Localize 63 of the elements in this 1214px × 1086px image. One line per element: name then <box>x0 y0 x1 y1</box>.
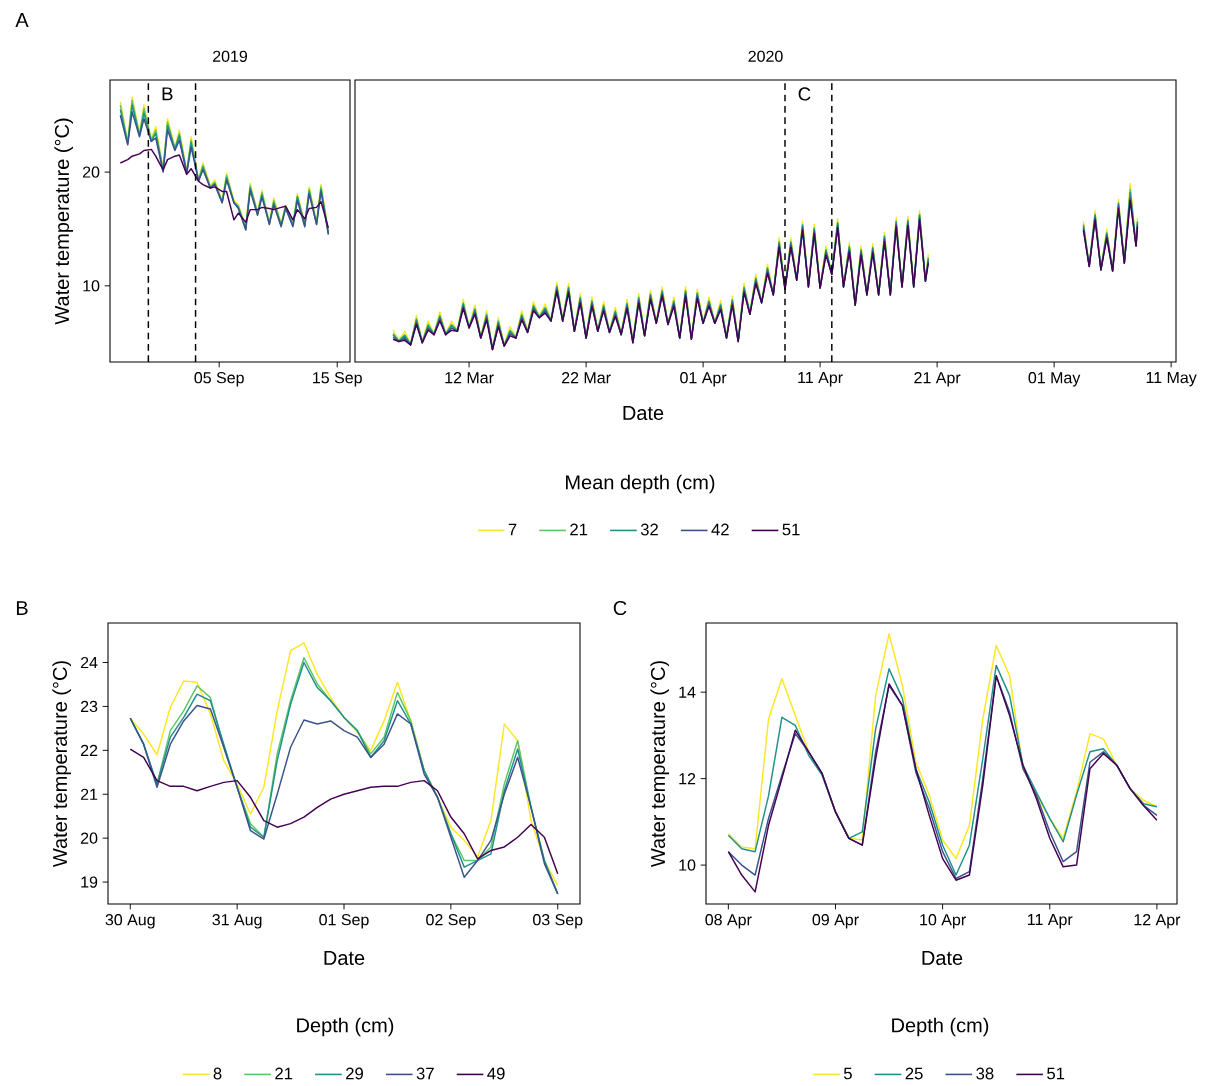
legend-label: 21 <box>275 1067 293 1080</box>
x-tick-label: 30 Aug <box>105 914 155 929</box>
text: C <box>613 600 627 616</box>
x-tick-label: 02 Sep <box>426 914 476 929</box>
x-tick-label: 01 Apr <box>680 372 727 387</box>
line-series <box>129 748 559 875</box>
x-tick-label: 09 Apr <box>812 914 859 929</box>
legend-label: 7 <box>508 523 517 536</box>
y-tick-label: 24 <box>80 656 98 669</box>
x-axis-title: Date <box>324 951 365 965</box>
x-tick-label: 12 Apr <box>1134 914 1181 929</box>
x-tick-label: 12 Mar <box>445 372 494 384</box>
legend-label: 51 <box>782 523 800 536</box>
y-tick-label: 12 <box>679 773 696 785</box>
y-tick-label: 22 <box>80 744 98 756</box>
x-tick-label: 05 Sep <box>194 372 244 387</box>
y-tick-label: 19 <box>81 876 98 888</box>
legend-label: 8 <box>213 1067 222 1080</box>
legend-label: 49 <box>487 1067 505 1080</box>
chart-title: 2019 <box>213 50 248 62</box>
legend-label: 32 <box>640 523 658 536</box>
text: B <box>16 601 28 615</box>
legend-label: 29 <box>346 1067 363 1080</box>
x-tick-label: 11 Apr <box>1028 914 1073 929</box>
x-tick-label: 08 Apr <box>705 914 752 929</box>
x-tick-label: 11 May <box>1146 372 1197 387</box>
x-tick-label: 10 Apr <box>920 914 966 929</box>
legend-label: 51 <box>1047 1067 1065 1080</box>
y-tick-label: 21 <box>80 788 98 800</box>
x-axis-title: Date <box>623 406 664 420</box>
y-tick-label: 10 <box>679 859 696 871</box>
y-axis-title: Water temperature (°C) <box>52 661 71 868</box>
y-tick-label: 10 <box>83 280 100 292</box>
x-tick-label: 11 Apr <box>798 372 843 387</box>
legend-label: 25 <box>905 1067 923 1080</box>
y-axis-title: Water temperature (°C) <box>54 118 73 325</box>
x-tick-label: 22 Mar <box>561 372 611 384</box>
legend-title: Depth (cm) <box>892 1017 989 1037</box>
line-series <box>129 704 559 895</box>
ref-line-label: B <box>162 87 173 101</box>
y-tick-label: 14 <box>679 686 696 698</box>
ref-line-label: C <box>798 87 811 101</box>
legend-label: 5 <box>843 1067 852 1080</box>
legend-label: 21 <box>570 523 588 536</box>
legend-title: Mean depth (cm) <box>566 474 715 494</box>
x-tick-label: 21 Apr <box>914 372 961 387</box>
y-tick-label: 20 <box>80 832 98 844</box>
x-axis-title: Date <box>922 951 963 965</box>
legend-label: 37 <box>416 1067 434 1080</box>
legend-title: Depth (cm) <box>297 1017 394 1037</box>
x-tick-label: 01 May <box>1028 372 1081 387</box>
text: A <box>15 13 29 27</box>
line-series <box>119 148 330 229</box>
legend-label: 38 <box>976 1067 994 1080</box>
y-tick-label: 23 <box>80 700 98 713</box>
x-tick-label: 31 Aug <box>212 914 262 929</box>
x-tick-label: 01 Sep <box>319 914 369 929</box>
x-tick-label: 03 Sep <box>533 914 583 929</box>
y-axis-title: Water temperature (°C) <box>650 661 669 868</box>
legend-label: 42 <box>711 523 729 536</box>
chart-title: 2020 <box>748 50 783 62</box>
y-tick-label: 20 <box>82 166 100 178</box>
x-tick-label: 15 Sep <box>313 372 362 387</box>
